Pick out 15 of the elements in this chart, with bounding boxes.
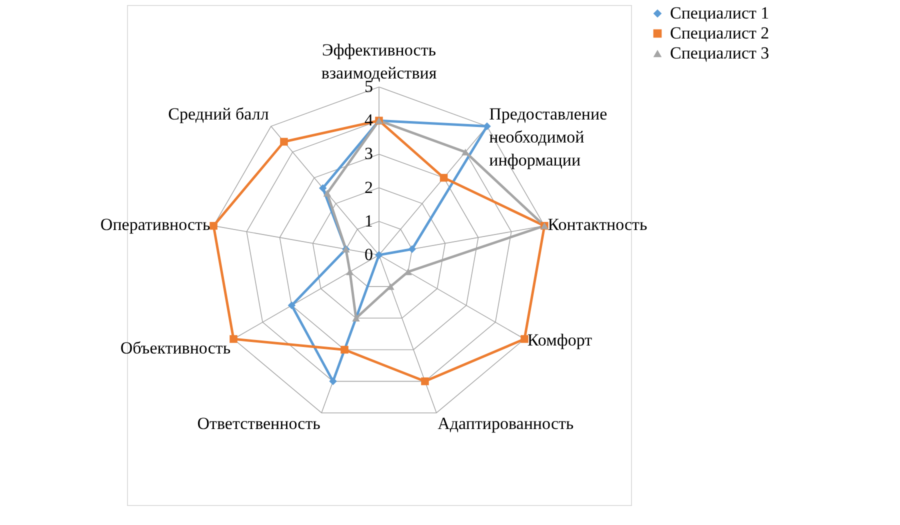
y-tick-label: 0 [364, 245, 373, 264]
y-tick-label: 2 [364, 178, 373, 197]
spoke-label: Адаптированность [438, 414, 574, 434]
legend-label: Специалист 3 [670, 44, 770, 62]
spoke-label: Комфорт [527, 330, 593, 350]
legend-label: Специалист 1 [670, 4, 770, 22]
spoke-label: Объективность [120, 338, 231, 358]
spoke-label: Контактность [548, 215, 648, 234]
spoke-label: Предоставление необходимой информации [489, 104, 608, 170]
y-tick-label: 1 [364, 211, 373, 230]
spoke-label: Средний балл [168, 104, 270, 124]
spoke-label: Ответственность [197, 414, 321, 434]
spoke-label: Оперативность [100, 215, 210, 234]
legend-label: Специалист 2 [670, 24, 770, 42]
y-tick-label: 3 [364, 144, 373, 164]
